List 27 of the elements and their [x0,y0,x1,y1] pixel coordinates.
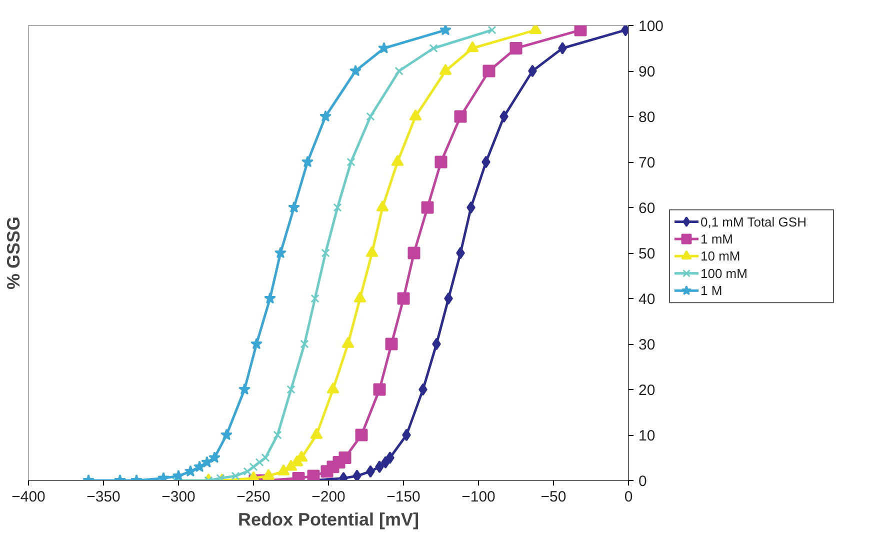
legend-label: 10 mM [700,248,740,264]
y-tick-label: 80 [638,109,656,126]
y-tick-label: 0 [638,473,647,490]
y-axis-title: % GSSG [4,216,24,290]
x-tick-label: −100 [462,488,496,506]
x-tick-label: −350 [86,488,120,506]
legend-label: 100 mM [700,266,748,281]
y-tick-label: 50 [638,246,656,262]
y-tick-label: 70 [638,154,656,172]
x-axis-title: Redox Potential [mV] [238,510,420,530]
x-tick-label: −150 [386,488,420,506]
y-tick-label: 60 [638,200,656,217]
legend-label: 1 M [700,283,722,298]
x-tick-label: −250 [236,488,270,506]
x-tick-label: −200 [312,488,346,506]
y-tick-label: 30 [638,336,656,354]
x-tick-label: −400 [12,488,46,506]
x-tick-label: 0 [624,488,633,506]
x-tick-label: −300 [162,488,196,506]
legend-label: 1 mM [700,231,733,246]
y-tick-label: 90 [638,64,656,80]
y-tick-label: 20 [638,382,656,399]
x-tick-label: −50 [540,488,566,506]
y-tick-label: 100 [638,18,664,35]
y-tick-label: 40 [638,291,656,308]
legend-label: 0,1 mM Total GSH [700,214,806,230]
y-tick-label: 10 [638,428,656,444]
